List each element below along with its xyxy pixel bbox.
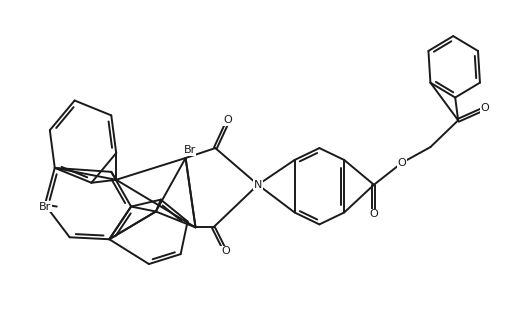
Text: Br: Br [184, 145, 196, 155]
Text: N: N [254, 180, 262, 190]
Text: O: O [224, 115, 233, 125]
Text: O: O [481, 103, 489, 113]
Text: Br: Br [39, 202, 51, 212]
Text: O: O [370, 209, 378, 219]
Text: O: O [221, 246, 230, 256]
Text: O: O [397, 158, 406, 168]
